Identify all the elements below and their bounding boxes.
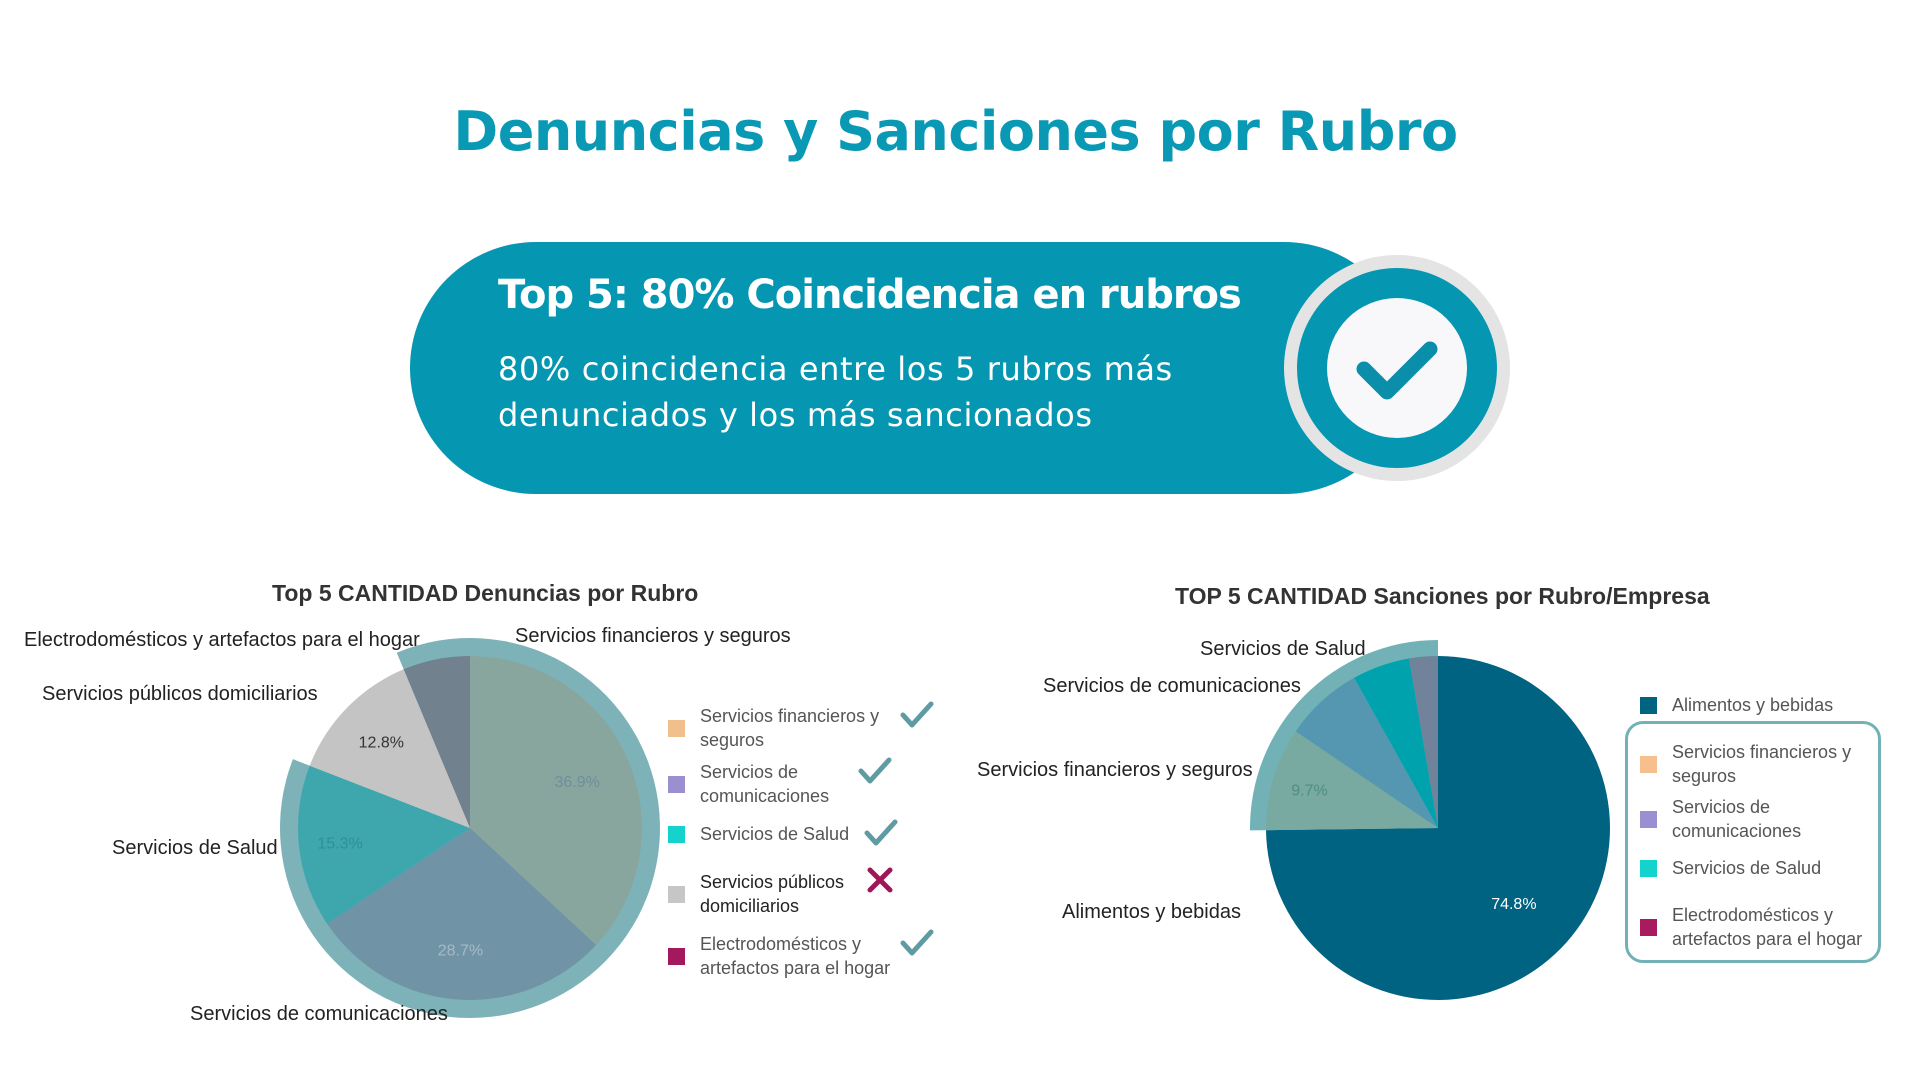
- chart2-legend-swatch: [1640, 918, 1657, 936]
- chart1-legend-item-servicios-publicos-domiciliarios[interactable]: Servicios públicos domiciliarios: [668, 867, 900, 918]
- chart1-slice-label-servicios-financieros-y-seguros: Servicios financieros y seguros: [515, 625, 791, 647]
- chart2-legend-swatch: [1640, 755, 1657, 773]
- chart1-title: Top 5 CANTIDAD Denuncias por Rubro: [272, 580, 699, 606]
- checkmark-icon: [900, 701, 934, 728]
- chart2-legend-label: Alimentos y bebidas: [1672, 695, 1834, 715]
- chart2-slice-servicios-financieros-y-seguros: [1266, 731, 1438, 831]
- chart1-slice-label-servicios-publicos-domiciliarios: Servicios públicos domiciliarios: [42, 683, 318, 705]
- chart1-legend-item-servicios-de-comunicaciones[interactable]: Servicios de comunicaciones: [668, 757, 900, 808]
- chart2-legend-swatch: [1640, 810, 1657, 828]
- chart2-slice-servicios-de-salud: [1354, 658, 1438, 828]
- chart1-pct-label-servicios-financieros-y-seguros: 36.9%: [555, 774, 600, 791]
- chart1-legend-item-electrodomesticos-y-artefactos-para-el-hogar[interactable]: Electrodomésticos y artefactos para el h…: [668, 929, 934, 980]
- chart1-slice-electrodomesticos-y-artefactos-para-el-hogar: [403, 656, 470, 828]
- chart1-legend-swatch: [668, 947, 685, 965]
- chart1-legend-label: Electrodomésticos y artefactos para el h…: [700, 934, 891, 978]
- chart1-pct-label-servicios-de-salud: 15.3%: [317, 835, 362, 852]
- chart2-legend-label: Servicios financieros y seguros: [1672, 742, 1852, 786]
- chart2-legend-highlight: [1625, 721, 1881, 963]
- chart2-slice-label-alimentos-y-bebidas: Alimentos y bebidas: [1062, 901, 1241, 923]
- summary-banner: Top 5: 80% Coincidencia en rubros 80% co…: [410, 242, 1410, 494]
- chart2-slice-label-servicios-financieros-y-seguros: Servicios financieros y seguros: [977, 759, 1253, 781]
- chart1-legend-swatch: [668, 885, 685, 903]
- chart2-legend-item-electrodomesticos-y-artefactos-para-el-hogar[interactable]: Electrodomésticos y artefactos para el h…: [1640, 903, 1872, 951]
- chart2-slice-label-servicios-de-comunicaciones: Servicios de comunicaciones: [1043, 675, 1301, 697]
- checkmark-icon: [864, 819, 898, 846]
- chart1-legend-label: Servicios públicos domiciliarios: [700, 872, 845, 916]
- chart2-legend-label: Electrodomésticos y artefactos para el h…: [1672, 905, 1863, 949]
- checkmark-icon: [858, 757, 892, 784]
- chart1-slice-label-electrodomesticos-y-artefactos-para-el-hogar: Electrodomésticos y artefactos para el h…: [24, 629, 420, 651]
- cross-icon: [867, 867, 893, 893]
- chart1-legend-swatch: [668, 775, 685, 793]
- chart1-legend-item-servicios-de-salud[interactable]: Servicios de Salud: [668, 819, 900, 846]
- chart1-legend-item-servicios-financieros-y-seguros[interactable]: Servicios financieros y seguros: [668, 701, 934, 752]
- chart1-slice-servicios-publicos-domiciliarios: [309, 669, 470, 828]
- chart1-legend-swatch: [668, 825, 685, 843]
- chart2-slice-label-servicios-de-salud: Servicios de Salud: [1200, 638, 1366, 660]
- chart1-pct-label-servicios-de-comunicaciones: 28.7%: [438, 943, 483, 960]
- chart2-slice-servicios-de-comunicaciones: [1295, 677, 1438, 828]
- banner-title: Top 5: 80% Coincidencia en rubros: [498, 272, 1242, 318]
- chart1-legend-label: Servicios financieros y seguros: [700, 706, 880, 750]
- chart2-legend-swatch: [1640, 696, 1657, 714]
- chart2-title: TOP 5 CANTIDAD Sanciones por Rubro/Empre…: [1175, 583, 1710, 609]
- chart1-slice-label-servicios-de-salud: Servicios de Salud: [112, 837, 278, 859]
- chart2-slice-alimentos-y-bebidas: [1266, 656, 1610, 1000]
- chart2-legend-item-servicios-de-comunicaciones[interactable]: Servicios de comunicaciones: [1640, 795, 1872, 843]
- checkmark-icon: [900, 929, 934, 956]
- chart1-slice-servicios-de-salud: [298, 765, 470, 924]
- banner-subtitle: 80% coincidencia entre los 5 rubros más …: [498, 350, 1173, 434]
- chart2-legend-item-servicios-financieros-y-seguros[interactable]: Servicios financieros y seguros: [1640, 740, 1872, 788]
- chart1-pct-label-servicios-publicos-domiciliarios: 12.8%: [359, 735, 404, 752]
- chart1-legend-label: Servicios de comunicaciones: [700, 762, 830, 806]
- chart2-legend-item-alimentos-y-bebidas[interactable]: Alimentos y bebidas: [1640, 693, 1872, 717]
- chart1-legend-label: Servicios de Salud: [700, 824, 850, 844]
- page-title: Denuncias y Sanciones por Rubro: [453, 100, 1458, 163]
- chart1-slice-label-servicios-de-comunicaciones: Servicios de comunicaciones: [190, 1003, 448, 1025]
- chart2-legend-label: Servicios de comunicaciones: [1672, 797, 1802, 841]
- chart2-pct-label-servicios-financieros-y-seguros: 9.7%: [1291, 782, 1327, 799]
- chart2-legend-swatch: [1640, 859, 1657, 877]
- chart2-slice-electrodomesticos-y-artefactos-para-el-hogar: [1408, 656, 1438, 828]
- chart1-slice-servicios-de-comunicaciones: [327, 828, 597, 1001]
- chart1-slice-servicios-financieros-y-seguros: [470, 656, 643, 945]
- chart2-legend-label: Servicios de Salud: [1672, 858, 1822, 878]
- check-circle-icon: [1284, 255, 1510, 481]
- chart1-legend-swatch: [668, 719, 685, 737]
- chart2-pct-label-alimentos-y-bebidas: 74.8%: [1491, 896, 1536, 913]
- chart2-legend-item-servicios-de-salud[interactable]: Servicios de Salud: [1640, 856, 1872, 880]
